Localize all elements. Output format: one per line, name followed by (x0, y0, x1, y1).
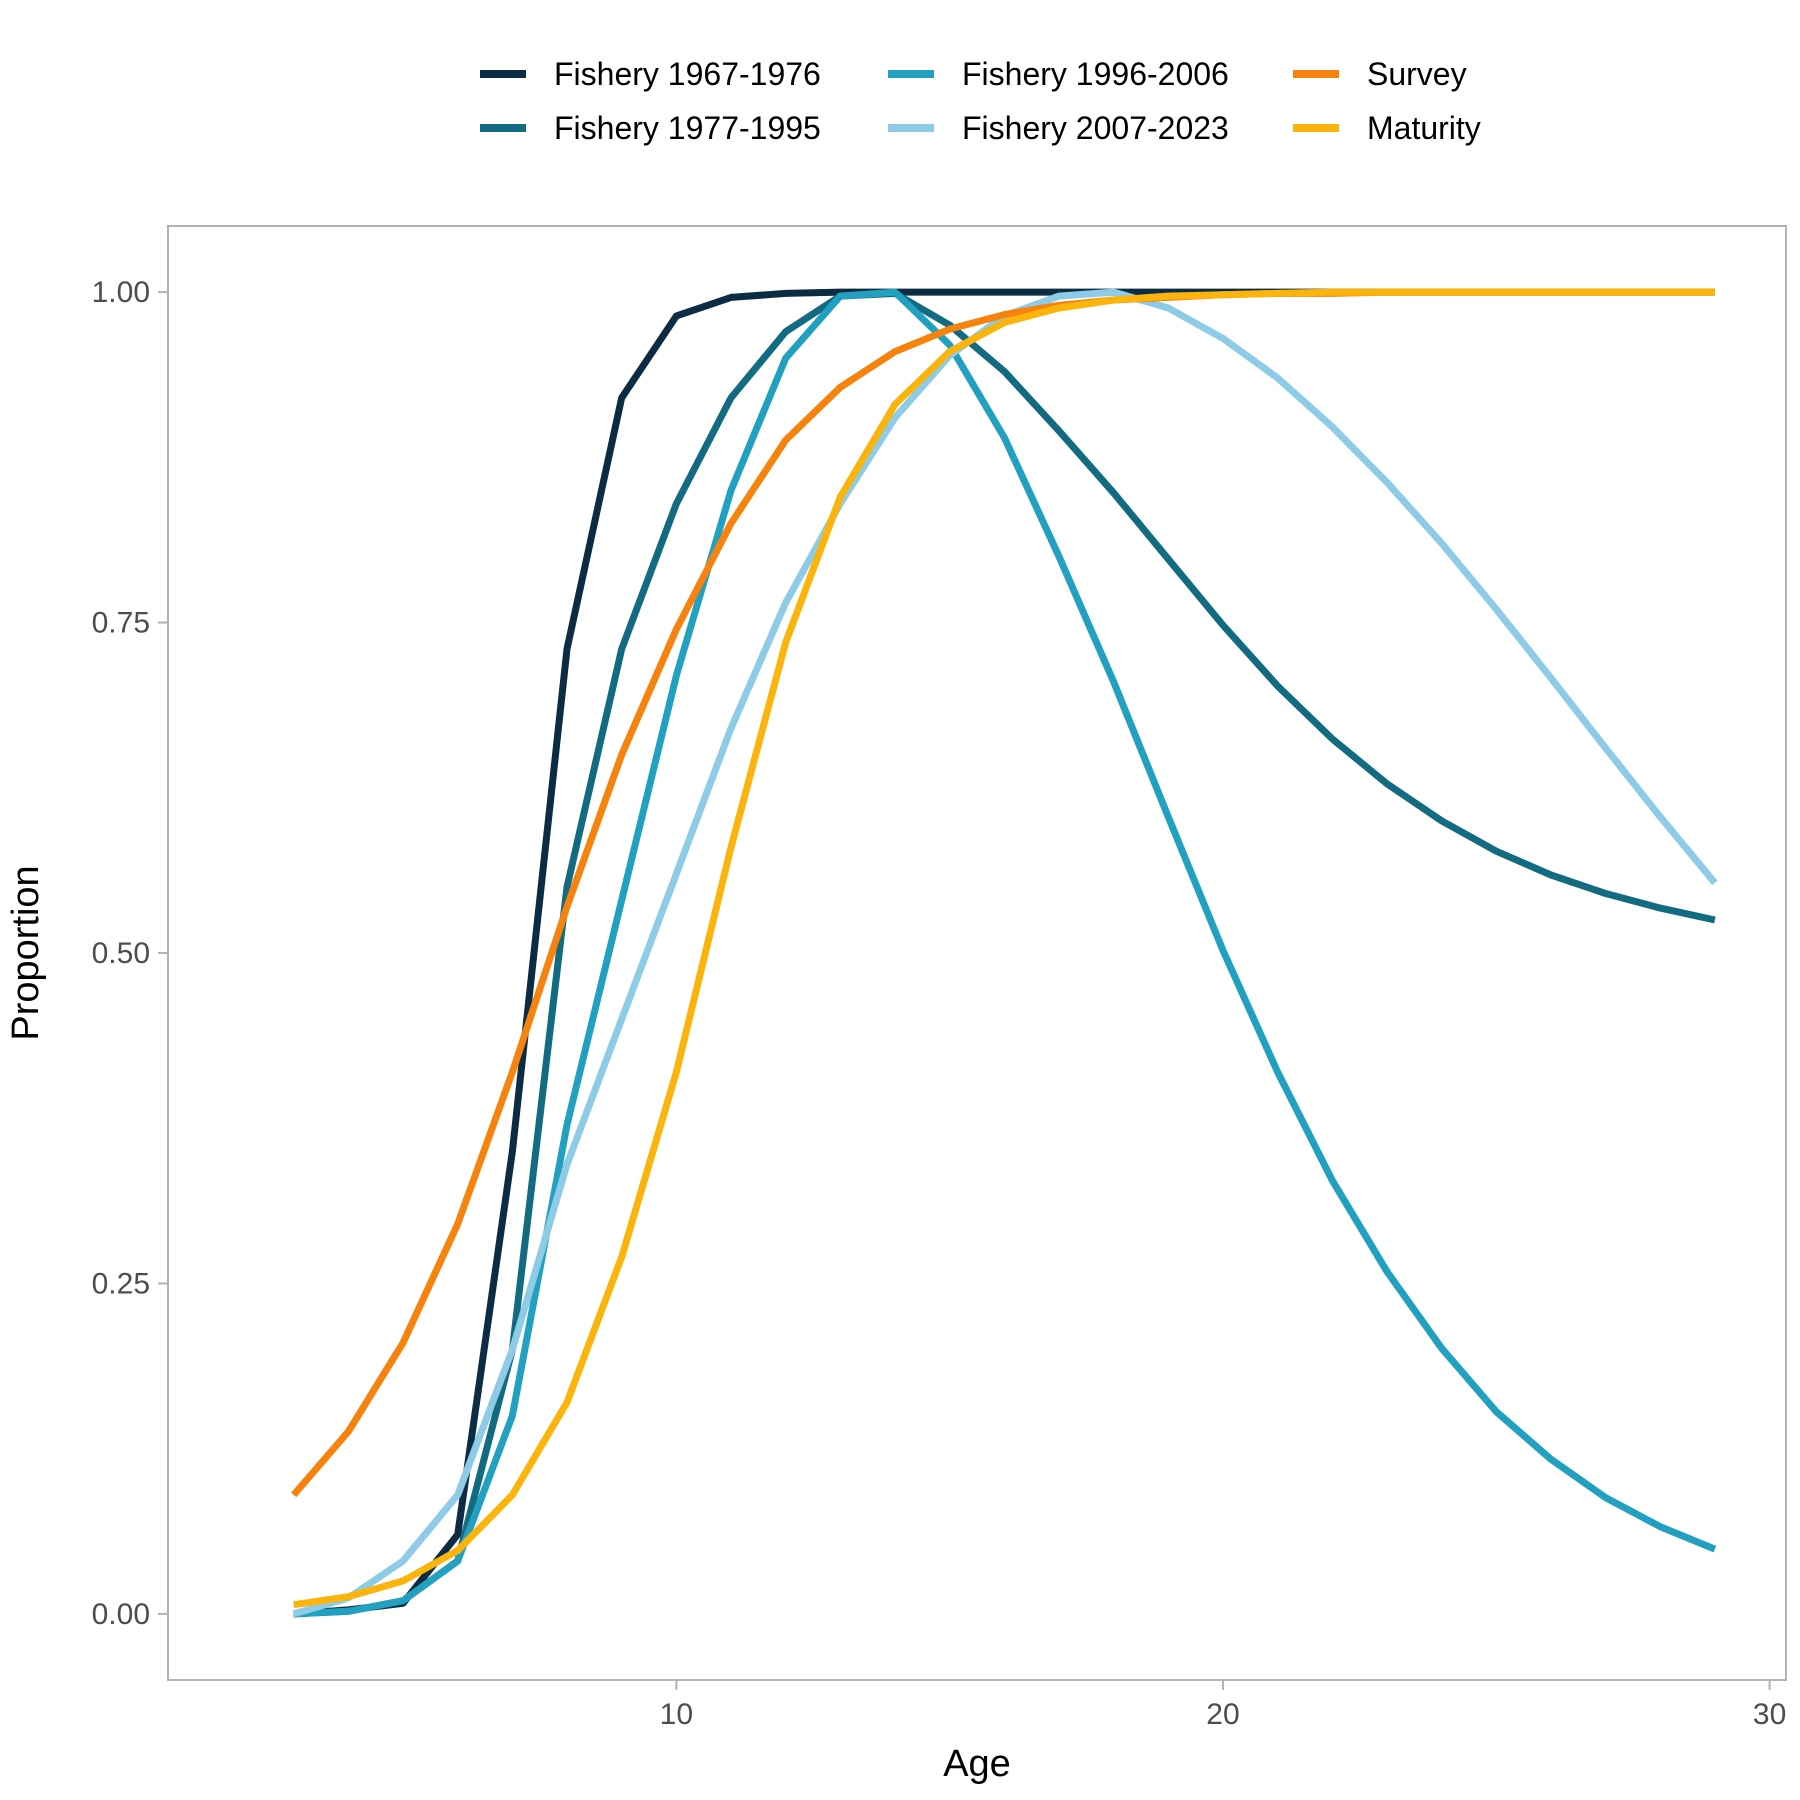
y-tick-label: 1.00 (92, 276, 150, 309)
series-line-fishery-1996-2006 (293, 288, 1717, 1618)
y-axis-title: Proportion (5, 865, 47, 1040)
series-line-maturity (293, 288, 1715, 1609)
y-axis-ticks: 0.00 0.25 0.50 0.75 1.00 (92, 276, 168, 1631)
y-tick-label: 0.50 (92, 937, 150, 970)
x-tick-label: 30 (1753, 1698, 1786, 1731)
series-lines (291, 288, 1718, 1618)
legend: Fishery 1967-1976 Fishery 1977-1995 Fisher… (480, 56, 1481, 146)
legend-item: Fishery 1996-2006 (888, 56, 1229, 92)
y-tick-label: 0.00 (92, 1598, 150, 1631)
series-line-survey (291, 288, 1715, 1498)
legend-item: Fishery 1977-1995 (480, 110, 821, 146)
legend-label: Fishery 1977-1995 (554, 110, 821, 146)
legend-item: Fishery 1967-1976 (480, 56, 821, 92)
series-line-fishery-1977-1995 (293, 289, 1716, 1618)
plot-panel (167, 225, 1787, 1681)
legend-item: Survey (1293, 56, 1467, 92)
legend-label: Fishery 1967-1976 (554, 56, 821, 92)
legend-label: Survey (1367, 56, 1467, 92)
legend-item: Maturity (1293, 110, 1481, 146)
x-tick-label: 10 (660, 1698, 693, 1731)
y-tick-label: 0.75 (92, 607, 150, 640)
legend-label: Maturity (1367, 110, 1481, 146)
legend-label: Fishery 1996-2006 (962, 56, 1229, 92)
x-axis-title: Age (943, 1743, 1011, 1785)
legend-label: Fishery 2007-2023 (962, 110, 1229, 146)
legend-item: Fishery 2007-2023 (888, 110, 1229, 146)
x-tick-label: 20 (1206, 1698, 1239, 1731)
y-tick-label: 0.25 (92, 1267, 150, 1300)
x-axis-ticks: 10 20 30 (660, 1680, 1786, 1731)
